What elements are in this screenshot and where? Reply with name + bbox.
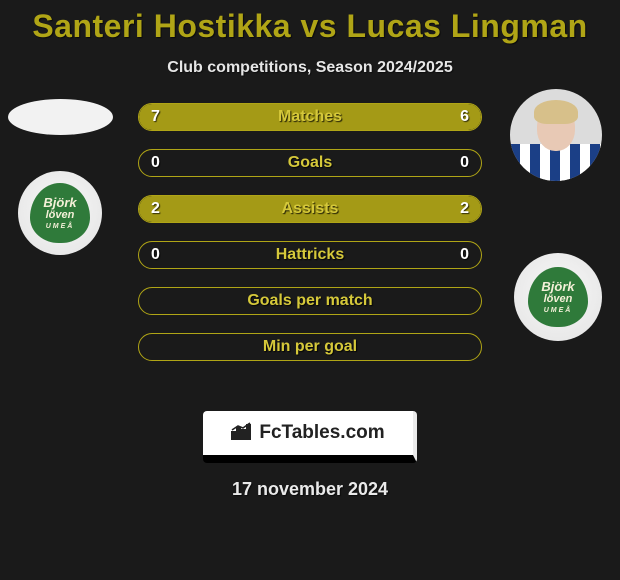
stat-label: Goals (288, 154, 332, 171)
stat-value-right: 0 (460, 242, 469, 268)
chart-icon (231, 422, 253, 445)
stat-value-right: 2 (460, 196, 469, 222)
hair-icon (534, 100, 578, 124)
player-right-club-badge: Björk löven UMEÅ (514, 253, 602, 341)
stat-label: Assists (282, 200, 339, 217)
stat-label: Goals per match (247, 292, 372, 309)
stat-bar: 0 0 Hattricks (138, 241, 482, 269)
brand-name: FcTables.com (259, 422, 384, 444)
stat-value-left: 0 (151, 150, 160, 176)
stat-value-left: 0 (151, 242, 160, 268)
comparison-card: Santeri Hostikka vs Lucas Lingman Club c… (0, 0, 620, 500)
stat-bar: 0 0 Goals (138, 149, 482, 177)
player-left-club-badge: Björk löven UMEÅ (18, 171, 102, 255)
player-left-photo (8, 99, 113, 135)
stat-bar: Goals per match (138, 287, 482, 315)
player-right-photo (510, 89, 602, 181)
page-title: Santeri Hostikka vs Lucas Lingman (0, 8, 620, 45)
club-badge-text: Björk löven UMEÅ (528, 267, 588, 327)
bar-fill-right (324, 104, 481, 130)
stat-value-left: 2 (151, 196, 160, 222)
stat-bar: 7 6 Matches (138, 103, 482, 131)
stat-label: Matches (278, 108, 342, 125)
stat-bar: Min per goal (138, 333, 482, 361)
stat-value-right: 6 (460, 104, 469, 130)
stat-value-left: 7 (151, 104, 160, 130)
stat-label: Min per goal (263, 338, 357, 355)
stat-label: Hattricks (276, 246, 344, 263)
stat-bar: 2 2 Assists (138, 195, 482, 223)
brand-box: FcTables.com (203, 411, 417, 463)
comparison-body: Björk löven UMEÅ Björk löven UMEÅ 76Matc (0, 109, 620, 409)
stat-value-right: 0 (460, 150, 469, 176)
club-badge-text: Björk löven UMEÅ (30, 183, 90, 243)
date-label: 17 november 2024 (0, 479, 620, 500)
comparison-bars: 7 6 Matches 0 0 Goals 2 2 Assists 0 0 Hattricks Goal… (138, 103, 482, 379)
subtitle: Club competitions, Season 2024/2025 (0, 59, 620, 77)
